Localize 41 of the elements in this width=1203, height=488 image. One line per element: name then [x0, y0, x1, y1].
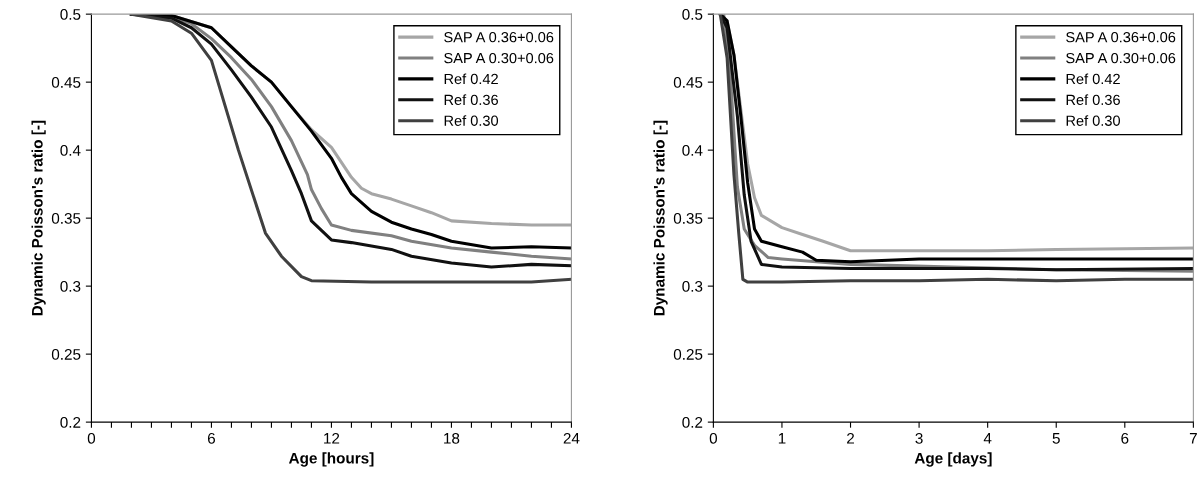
- x-tick-label: 2: [847, 432, 854, 444]
- x-tick-label: 18: [444, 432, 460, 444]
- y-axis-title: Dynamic Poisson's ratio [-]: [31, 120, 46, 316]
- y-tick-label: 0.25: [673, 348, 703, 360]
- legend-label: SAP A 0.30+0.06: [444, 52, 554, 64]
- y-tick-label: 0.2: [682, 416, 703, 428]
- y-tick-label: 0.35: [51, 213, 81, 224]
- y-tick-label: 0.5: [682, 9, 703, 20]
- y-tick-label: 0.25: [51, 348, 81, 360]
- legend-label: SAP A 0.30+0.06: [1066, 52, 1176, 64]
- legend-label: Ref 0.30: [1066, 115, 1120, 126]
- legend-label: Ref 0.36: [1066, 94, 1120, 106]
- x-axis-title: Age [days]: [914, 452, 992, 467]
- legend-label: Ref 0.42: [444, 73, 498, 85]
- legend-label: Ref 0.42: [1066, 73, 1120, 85]
- y-tick-label: 0.35: [673, 213, 703, 224]
- x-tick-label: 6: [1121, 432, 1129, 444]
- y-tick-label: 0.45: [51, 77, 81, 88]
- x-tick-label: 7: [1189, 433, 1197, 444]
- x-tick-label: 12: [324, 432, 340, 444]
- x-tick-label: 0: [709, 432, 718, 444]
- y-tick-label: 0.3: [682, 281, 703, 292]
- x-tick-label: 4: [983, 433, 992, 444]
- y-tick-label: 0.3: [60, 281, 81, 292]
- y-tick-label: 0.4: [60, 145, 81, 156]
- y-tick-label: 0.45: [673, 77, 703, 88]
- x-tick-label: 6: [207, 432, 215, 444]
- y-tick-label: 0.5: [60, 9, 81, 20]
- y-tick-label: 0.2: [60, 416, 81, 428]
- x-tick-label: 24: [563, 432, 580, 444]
- x-tick-label: 1: [778, 433, 786, 444]
- x-tick-label: 3: [915, 432, 923, 444]
- x-tick-label: 5: [1052, 433, 1060, 444]
- legend-label: Ref 0.36: [444, 94, 498, 106]
- legend-label: SAP A 0.36+0.06: [1066, 32, 1176, 43]
- y-tick-label: 0.4: [682, 145, 703, 156]
- legend-label: Ref 0.30: [444, 115, 499, 126]
- x-tick-label: 0: [87, 432, 96, 444]
- legend-label: SAP A 0.36+0.06: [444, 32, 554, 43]
- y-axis-title: Dynamic Poisson's ratio [-]: [653, 120, 668, 316]
- x-axis-title: Age [hours]: [288, 452, 374, 467]
